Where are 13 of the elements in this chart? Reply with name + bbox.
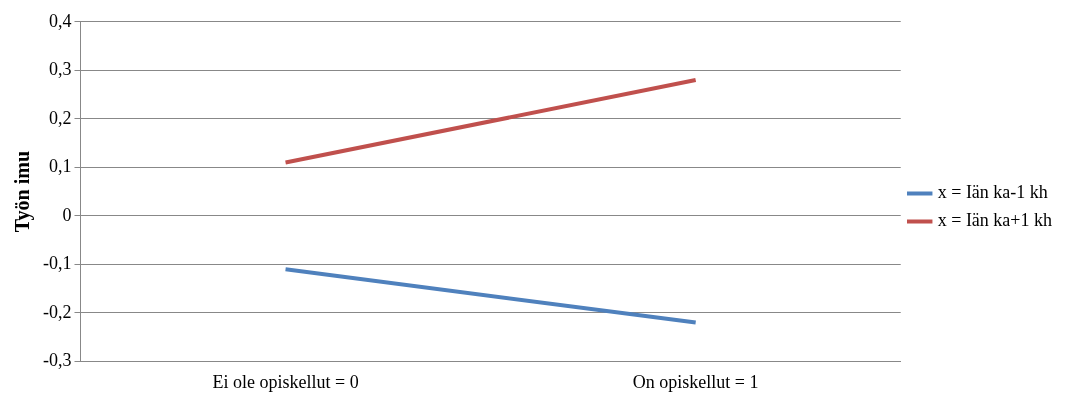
y-tick-label: 0,4 [48, 10, 72, 31]
y-tick-label: -0,3 [42, 350, 72, 371]
y-tick-label: 0,3 [48, 59, 72, 80]
y-axis-title: Työn imu [11, 150, 35, 233]
y-tick-label: -0,1 [42, 253, 72, 274]
legend-label: x = Iän ka-1 kh [937, 182, 1048, 203]
x-tick-label: On opiskellut = 1 [632, 371, 759, 392]
y-tick-label: 0,2 [48, 107, 72, 128]
y-tick-label: 0,1 [48, 156, 72, 177]
y-tick-label: -0,2 [42, 301, 72, 322]
x-tick-label: Ei ole opiskellut = 0 [212, 371, 359, 392]
legend-label: x = Iän ka+1 kh [937, 210, 1053, 231]
y-tick-label: 0 [62, 204, 72, 225]
